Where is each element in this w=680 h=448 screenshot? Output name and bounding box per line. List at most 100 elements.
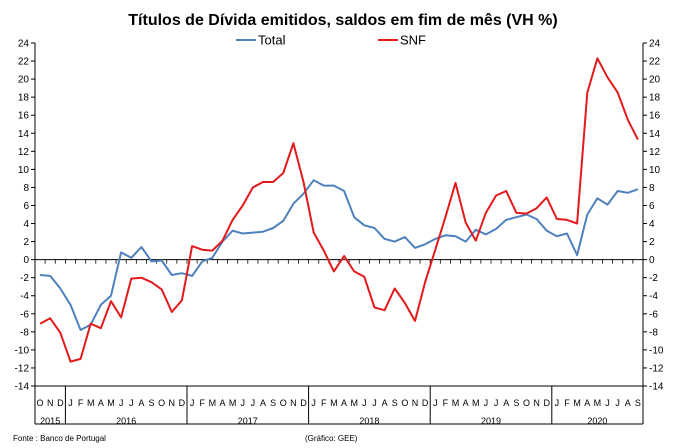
month-label: F — [199, 398, 205, 408]
month-label: J — [362, 398, 367, 408]
month-label: J — [433, 398, 438, 408]
month-label: J — [615, 398, 620, 408]
y-tick-label-right: 2 — [649, 237, 655, 248]
month-label: S — [149, 398, 155, 408]
y-tick-label-right: -4 — [649, 291, 658, 302]
series-line-total — [40, 179, 639, 331]
y-tick-label-left: 2 — [23, 237, 29, 248]
y-tick-label-right: 12 — [649, 147, 661, 158]
month-label: D — [300, 398, 307, 408]
month-label: J — [68, 398, 73, 408]
year-label: 2015 — [40, 416, 60, 426]
month-label: N — [533, 398, 540, 408]
month-label: D — [422, 398, 429, 408]
month-label: O — [523, 398, 530, 408]
month-label: N — [169, 398, 176, 408]
legend-label: Total — [258, 33, 286, 48]
month-label: J — [119, 398, 124, 408]
month-label: J — [251, 398, 256, 408]
y-tick-label-right: 8 — [649, 183, 655, 194]
y-tick-label-left: 16 — [18, 111, 30, 122]
y-tick-label-left: 20 — [18, 75, 30, 86]
y-tick-label-left: 8 — [23, 183, 29, 194]
month-label: S — [513, 398, 519, 408]
month-label: J — [311, 398, 316, 408]
month-label: A — [625, 398, 631, 408]
month-label: D — [543, 398, 550, 408]
credit-note: (Gráfico: GEE) — [305, 434, 358, 443]
y-tick-label-left: 6 — [23, 201, 29, 212]
month-label: M — [452, 398, 460, 408]
month-label: D — [179, 398, 186, 408]
year-label: 2016 — [116, 416, 136, 426]
legend-label: SNF — [400, 33, 426, 48]
y-tick-label-right: 6 — [649, 201, 655, 212]
month-label: J — [555, 398, 560, 408]
y-tick-label-left: 18 — [18, 93, 30, 104]
month-label: A — [382, 398, 388, 408]
month-label: M — [330, 398, 338, 408]
y-tick-label-left: -8 — [20, 327, 29, 338]
month-label: A — [138, 398, 144, 408]
month-label: M — [573, 398, 581, 408]
y-tick-label-left: -4 — [20, 291, 29, 302]
month-label: F — [78, 398, 84, 408]
month-label: A — [584, 398, 590, 408]
month-label: S — [392, 398, 398, 408]
month-label: M — [229, 398, 237, 408]
y-tick-label-right: -6 — [649, 309, 658, 320]
y-tick-label-left: -14 — [15, 382, 30, 393]
y-tick-label-left: 14 — [18, 129, 30, 140]
y-tick-label-right: 4 — [649, 219, 655, 230]
y-tick-label-right: 18 — [649, 93, 661, 104]
month-label: F — [564, 398, 570, 408]
y-tick-label-left: 0 — [23, 255, 29, 266]
month-label: O — [280, 398, 287, 408]
month-label: M — [87, 398, 95, 408]
y-tick-label-left: 12 — [18, 147, 30, 158]
month-label: F — [443, 398, 449, 408]
year-label: 2019 — [481, 416, 501, 426]
chart-series — [39, 57, 639, 363]
month-label: M — [350, 398, 358, 408]
month-label: A — [503, 398, 509, 408]
month-label: J — [240, 398, 245, 408]
y-tick-label-left: 10 — [18, 165, 30, 176]
chart-legend: Total SNF — [236, 33, 426, 48]
month-label: O — [158, 398, 165, 408]
y-tick-label-right: 22 — [649, 57, 661, 68]
month-label: M — [107, 398, 115, 408]
year-label: 2017 — [238, 416, 258, 426]
source-note: Fonte : Banco de Portugal — [13, 434, 106, 443]
y-tick-label-right: 14 — [649, 129, 661, 140]
y-tick-label-right: 20 — [649, 75, 661, 86]
month-label: A — [219, 398, 225, 408]
month-label: A — [463, 398, 469, 408]
y-tick-label-left: -10 — [15, 345, 30, 356]
y-tick-label-left: 4 — [23, 219, 29, 230]
y-tick-label-right: -10 — [649, 345, 664, 356]
y-tick-label-right: 24 — [649, 39, 661, 50]
month-label: A — [341, 398, 347, 408]
month-label: J — [129, 398, 134, 408]
y-tick-label-left: 22 — [18, 57, 30, 68]
y-tick-label-right: 16 — [649, 111, 661, 122]
y-tick-label-left: -12 — [15, 363, 30, 374]
month-label: O — [37, 398, 44, 408]
month-label: S — [635, 398, 641, 408]
month-label: S — [270, 398, 276, 408]
y-tick-label-right: -14 — [649, 382, 664, 393]
month-label: N — [290, 398, 297, 408]
month-label: N — [412, 398, 419, 408]
month-label: J — [605, 398, 610, 408]
month-label: O — [401, 398, 408, 408]
y-tick-label-right: -12 — [649, 363, 664, 374]
month-label: M — [594, 398, 602, 408]
month-label: A — [98, 398, 104, 408]
month-label: J — [372, 398, 377, 408]
y-tick-label-left: -6 — [20, 309, 29, 320]
chart-axes: -14 -14-12 -12-10 -10-8 -8-6 -6-4 -4-2 -20 02 24 4… — [15, 39, 664, 427]
y-tick-label-right: -2 — [649, 273, 658, 284]
month-label: J — [190, 398, 195, 408]
